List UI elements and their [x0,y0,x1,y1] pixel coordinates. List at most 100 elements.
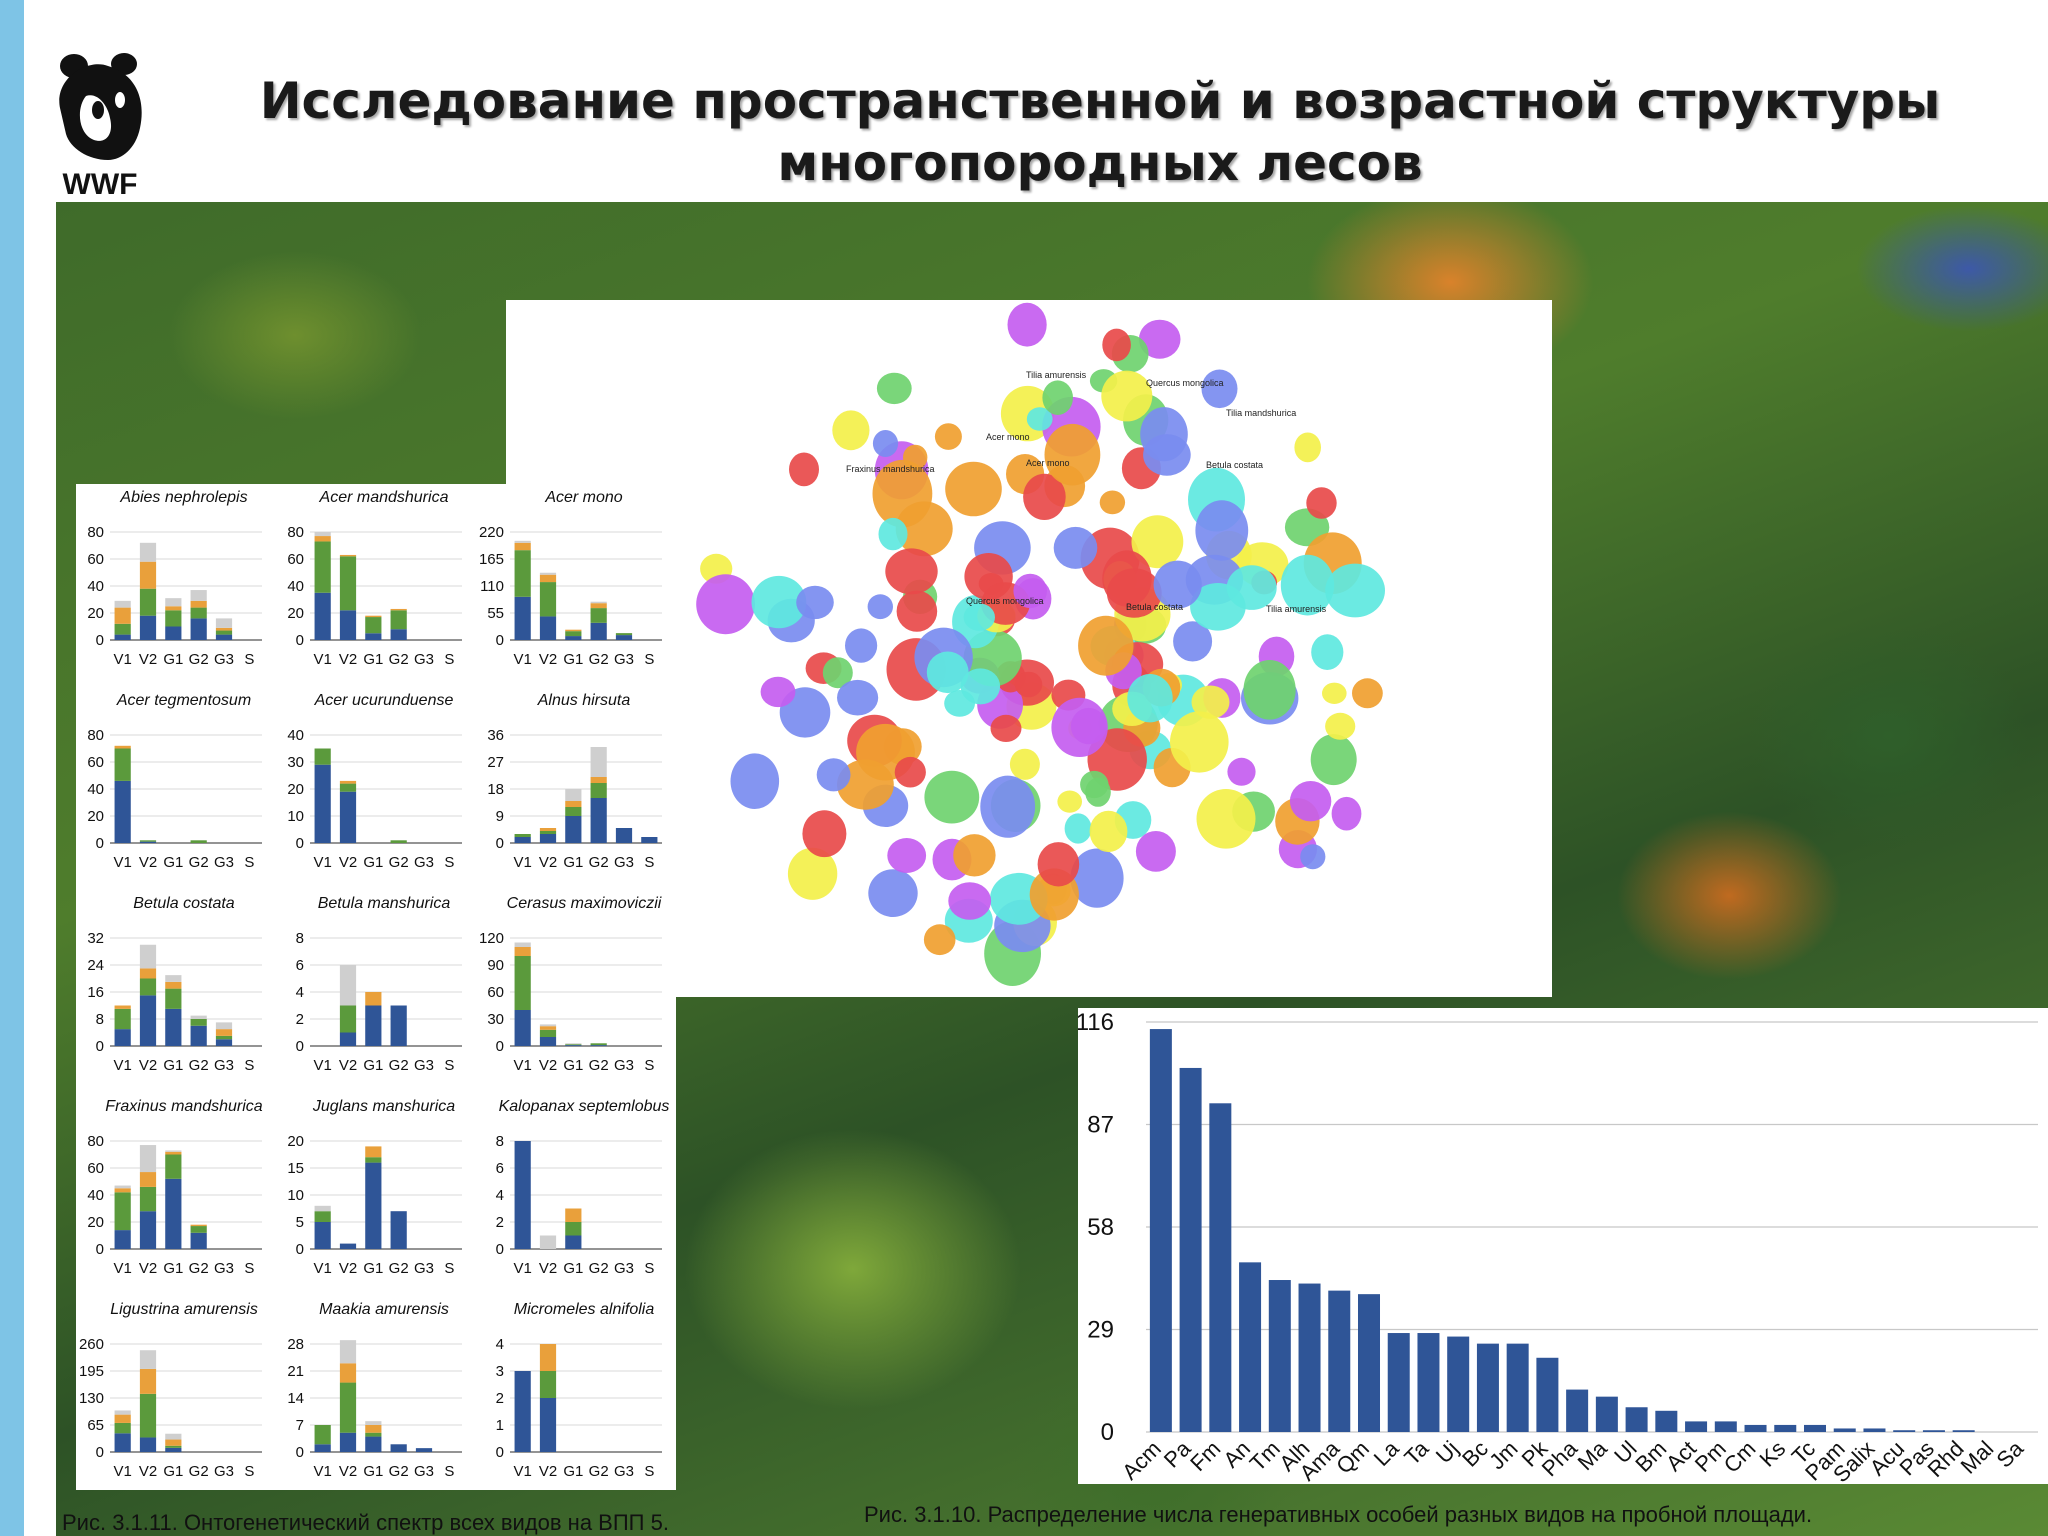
bar [1357,1294,1381,1432]
species-title: Ligustrina amurensis [110,1301,258,1318]
tick-label: 220 [479,524,504,541]
bar-segment [215,1039,233,1046]
bar-segment [139,841,157,843]
bar-segment [314,1444,331,1452]
bar-segment [165,610,182,627]
tick-label: 27 [487,754,504,771]
category-label: G1 [363,1057,383,1074]
category-label: G2 [589,1463,609,1480]
category-label: S [244,1260,254,1277]
category-label: V2 [539,651,557,668]
tick-label: 8 [296,930,304,947]
bar-segment [539,574,557,583]
bar-segment [590,1043,607,1046]
bar-segment [314,536,331,542]
category-label: V2 [139,854,157,871]
crown-projection [789,452,819,487]
bar-segment [165,981,182,989]
category-label: S [444,1057,454,1074]
tick-label: 4 [496,1187,504,1204]
crown-projection [1135,831,1176,872]
category-label: G3 [614,651,634,668]
category-label: G1 [163,1260,183,1277]
crown-projection [1191,685,1230,719]
crown-projection [878,517,908,551]
bar-segment [314,748,331,765]
crown-projection [948,882,992,920]
category-label: G1 [563,854,583,871]
category-label: G2 [189,1057,209,1074]
species-chart: Ligustrina amurensis 0 65 130 195 260 V1 V2 G1 G2… [79,1301,262,1480]
bar-segment [514,1371,531,1452]
bar-segment [590,608,607,623]
bar [1803,1424,1827,1432]
crown-projection [923,924,956,956]
bar-segment [390,1444,407,1452]
tick-label: 0 [496,1444,504,1461]
category-label: G3 [614,1057,634,1074]
crown-projection [1042,380,1073,415]
category-label: G3 [414,651,434,668]
bar [1625,1407,1648,1432]
species-title: Acer ucurunduense [314,692,454,709]
bar-segment [139,561,157,589]
crown-projection [1102,328,1131,362]
crown-projection [872,459,933,528]
crown-projection [837,679,879,716]
category-label: G2 [389,854,409,871]
category-label: G3 [414,1463,434,1480]
category-label: V2 [139,651,157,668]
bar-segment [165,1433,182,1440]
crown-projection [945,461,1002,517]
bar [1893,1430,1916,1432]
crown-projection [1089,810,1128,853]
category-label: G2 [389,1260,409,1277]
category-label: S [444,1463,454,1480]
category-label: G1 [163,651,183,668]
category-label: V2 [339,854,357,871]
bar-segment [114,634,131,640]
crown-projection [1099,490,1126,515]
crown-projection [1070,707,1107,745]
crown-projection [1070,848,1124,908]
bar-segment [365,1005,382,1046]
category-label: G3 [214,854,234,871]
crown-projection [1057,790,1082,813]
tick-label: 2 [496,1214,504,1231]
category-label: G2 [589,854,609,871]
category-label: V1 [113,854,131,871]
bar-segment [215,1035,233,1040]
category-label: G1 [163,1463,183,1480]
bar-segment [114,1185,131,1189]
species-map-label: Fraxinus mandshurica [846,464,935,474]
species-chart: Betula manshurica 0 2 4 6 8 V1 V2 G1 G2 G3 S [296,895,462,1074]
bar-segment [539,582,557,617]
bar-segment [365,1425,382,1433]
bar-segment [215,1029,233,1036]
bar-segment [339,1340,357,1364]
caption-distribution: Рис. 3.1.10. Распределение числа генерат… [864,1502,1813,1527]
generative-count-bar-chart: 0295887116AcmPaFmAnTmAlhAmaQmLaTaUjBcJmP… [1078,1009,2038,1484]
bar-segment [190,1224,207,1227]
bar-segment [565,1044,582,1046]
bar-segment [365,992,382,1006]
bar-segment [590,783,607,798]
crown-projection [1294,432,1321,463]
bar-segment [365,617,382,634]
tick-label: 40 [87,1187,104,1204]
bar [1506,1343,1529,1432]
species-map-label: Tilia mandshurica [1226,408,1296,418]
bar-segment [365,1421,382,1425]
crown-projection [934,423,962,450]
crown-projection [924,770,980,824]
species-chart: Alnus hirsuta 0 9 18 27 36 V1 V2 G1 G2 G3 S [487,692,662,871]
crown-projection [1243,660,1296,720]
tick-label: 20 [287,605,304,622]
crown-projection [876,372,912,405]
bar-segment [190,600,207,608]
bar-segment [114,745,131,749]
bar-segment [339,1432,357,1452]
species-map-label: Acer mono [986,432,1030,442]
bar-segment [190,618,207,640]
crown-projection [903,444,928,471]
